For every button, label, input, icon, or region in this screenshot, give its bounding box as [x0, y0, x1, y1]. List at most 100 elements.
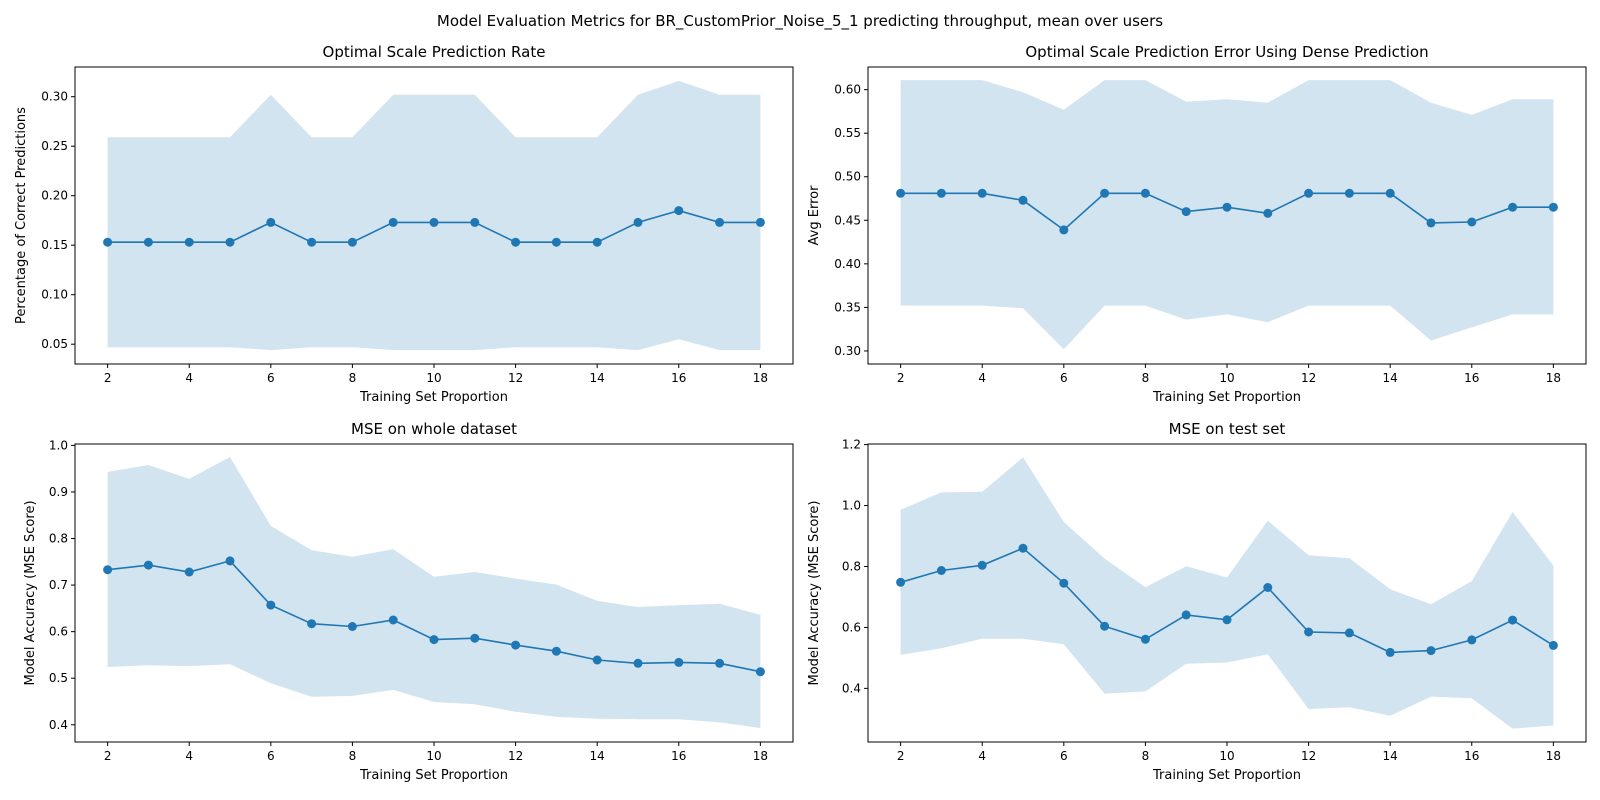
y-tick-label: 0.35 [834, 300, 861, 314]
x-tick-label: 16 [1464, 749, 1479, 763]
data-point [1181, 610, 1191, 620]
x-tick-label: 12 [508, 749, 523, 763]
data-point [1222, 615, 1232, 625]
y-tick-label: 1.2 [842, 438, 861, 452]
data-point [143, 560, 153, 570]
data-point [936, 566, 946, 575]
data-point [1548, 202, 1558, 212]
x-tick-label: 18 [1546, 371, 1561, 385]
data-point [1344, 628, 1354, 638]
y-tick-label: 0.05 [41, 337, 68, 351]
y-tick-label: 1.0 [49, 438, 68, 452]
y-tick-label: 0.4 [842, 681, 861, 695]
data-point [633, 658, 643, 668]
x-tick-label: 6 [267, 371, 275, 385]
x-tick-label: 8 [349, 749, 357, 763]
x-tick-label: 4 [185, 371, 193, 385]
data-point [1018, 543, 1028, 553]
x-tick-label: 6 [1060, 371, 1068, 385]
data-point [592, 655, 602, 665]
subplot-title: Optimal Scale Prediction Rate [323, 43, 546, 61]
y-tick-label: 0.6 [49, 625, 68, 639]
data-point [1263, 208, 1273, 218]
data-point [896, 188, 906, 198]
data-point [184, 567, 194, 577]
data-point [470, 217, 480, 227]
data-point [1467, 217, 1477, 227]
x-tick-label: 8 [1142, 371, 1150, 385]
x-tick-label: 14 [1383, 371, 1398, 385]
y-tick-label: 0.55 [834, 126, 861, 140]
data-point [1100, 621, 1110, 631]
y-tick-label: 0.10 [41, 288, 68, 302]
x-tick-label: 2 [104, 749, 112, 763]
x-tick-label: 8 [349, 371, 357, 385]
subplot-optimal-scale-prediction-rate: 2 4 6 8 10 12 14 16 18 0.05 0.10 0.15 0.20 0.25 0.30 Op… [14, 43, 794, 405]
x-axis-label: Training Set Proportion [1152, 390, 1301, 405]
subplot-title: MSE on test set [1169, 420, 1286, 438]
data-point [511, 640, 521, 650]
x-tick-label: 4 [978, 371, 986, 385]
x-tick-label: 18 [753, 749, 768, 763]
confidence-band [107, 457, 761, 728]
y-tick-label: 0.45 [834, 213, 861, 227]
x-tick-label: 12 [508, 371, 523, 385]
x-tick-label: 16 [671, 371, 686, 385]
data-point [674, 657, 684, 667]
y-tick-label: 0.7 [49, 578, 68, 592]
data-point [266, 600, 276, 610]
data-point [470, 633, 480, 643]
data-point [1181, 207, 1191, 217]
x-tick-label: 14 [1383, 749, 1398, 763]
data-point [1304, 627, 1314, 637]
x-tick-label: 14 [590, 371, 605, 385]
data-point [674, 206, 684, 216]
data-point [307, 237, 317, 247]
data-point [715, 658, 725, 668]
data-point [307, 619, 317, 629]
x-tick-label: 16 [1464, 371, 1479, 385]
confidence-band [107, 80, 761, 351]
x-tick-label: 10 [426, 371, 441, 385]
x-tick-label: 2 [897, 371, 905, 385]
y-tick-label: 0.30 [41, 90, 68, 104]
data-point [347, 622, 357, 631]
x-tick-label: 6 [1060, 749, 1068, 763]
confidence-band [900, 457, 1554, 729]
x-tick-label: 4 [185, 749, 193, 763]
subplot-optimal-scale-prediction-error: 2 4 6 8 10 12 14 16 18 0.30 0.35 0.40 0.45 0.50 0.55 0.… [807, 43, 1587, 405]
y-tick-label: 0.6 [842, 620, 861, 634]
data-point [143, 237, 153, 247]
subplot-title: MSE on whole dataset [351, 420, 517, 438]
x-tick-label: 10 [426, 749, 441, 763]
y-tick-label: 1.0 [842, 499, 861, 513]
data-point [347, 237, 357, 247]
data-point [551, 646, 561, 656]
data-point [755, 667, 765, 677]
data-point [1385, 647, 1395, 657]
figure-title: Model Evaluation Metrics for BR_CustomPr… [436, 12, 1164, 30]
x-tick-label: 8 [1142, 749, 1150, 763]
x-tick-label: 12 [1301, 371, 1316, 385]
x-tick-label: 10 [1219, 749, 1234, 763]
x-tick-label: 18 [753, 371, 768, 385]
data-point [1059, 578, 1069, 588]
x-tick-label: 10 [1219, 371, 1234, 385]
data-point [1059, 225, 1069, 235]
y-tick-label: 0.50 [834, 170, 861, 184]
x-tick-label: 16 [671, 749, 686, 763]
data-point [103, 237, 113, 247]
data-point [1304, 188, 1314, 198]
x-tick-label: 18 [1546, 749, 1561, 763]
data-point [1222, 202, 1232, 212]
data-point [1467, 635, 1477, 645]
confidence-band [900, 80, 1554, 350]
y-tick-label: 0.30 [834, 344, 861, 358]
data-point [388, 217, 398, 227]
y-tick-label: 0.60 [834, 83, 861, 97]
y-tick-label: 0.15 [41, 238, 68, 252]
data-point [896, 577, 906, 587]
data-point [936, 188, 946, 198]
data-point [977, 560, 987, 570]
